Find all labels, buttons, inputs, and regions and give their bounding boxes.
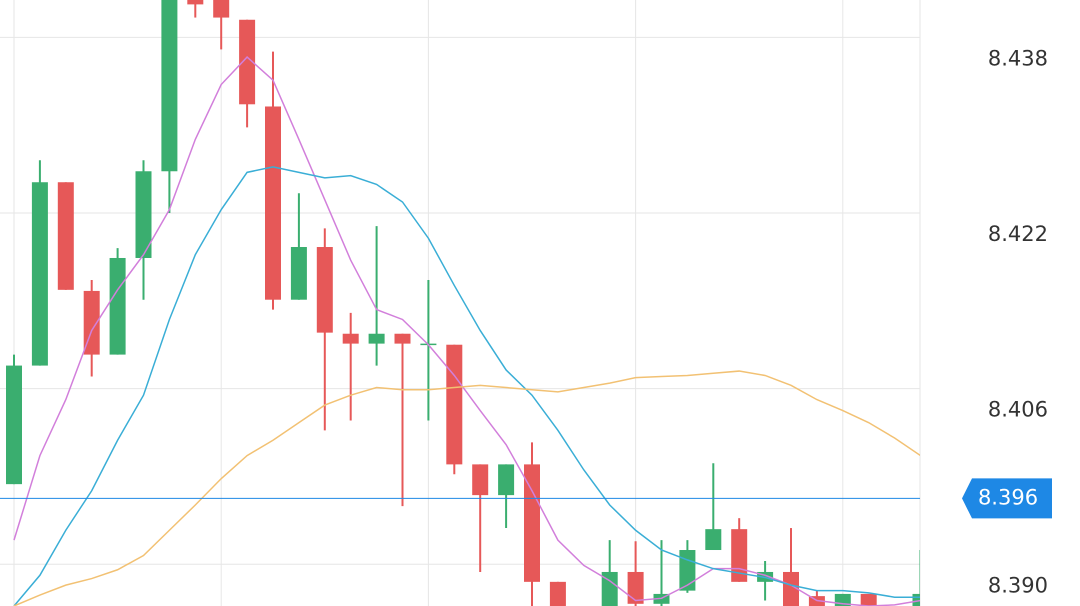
candle-body [135, 171, 152, 258]
candle-body [938, 583, 954, 593]
candle-body [316, 247, 333, 333]
candle-body [239, 19, 256, 105]
candle-body [446, 344, 463, 465]
candle-body [161, 0, 178, 172]
candle-body [31, 182, 48, 366]
y-tick-label: 8.438 [988, 46, 1048, 70]
moving-average-line [13, 166, 920, 606]
y-tick-label: 8.406 [988, 398, 1048, 422]
candle-body [705, 529, 722, 551]
candle-body [912, 593, 920, 606]
candle-body [213, 0, 230, 18]
candle-body [549, 581, 566, 606]
moving-average-line [13, 56, 920, 606]
candle-body [498, 464, 515, 496]
candle-body [394, 333, 411, 344]
candle-body [679, 550, 696, 591]
y-tick-label: 8.390 [988, 573, 1048, 597]
candle-body [290, 247, 307, 300]
moving-average-line [13, 370, 920, 606]
candle-body [627, 571, 644, 604]
candle-body [57, 182, 74, 290]
candle-body [342, 333, 359, 344]
candle-body [964, 519, 980, 582]
candle-body [601, 571, 618, 606]
candle-body [860, 593, 877, 606]
candle-body [83, 290, 100, 355]
candle-body [187, 0, 204, 5]
grid [0, 0, 921, 606]
candle-body [783, 571, 799, 606]
candle-body [524, 464, 540, 582]
last-price-tag [962, 478, 1052, 519]
candle-body [265, 106, 281, 300]
plot-area [0, 0, 980, 606]
candle-body [109, 257, 126, 355]
last-price-label: 8.396 [978, 485, 1038, 509]
candle-body [368, 333, 385, 344]
price-axis: 8.390 8.406 8.422 8.438 8.396 [962, 46, 1052, 597]
candle-body [472, 464, 489, 496]
candle-body [6, 365, 22, 485]
y-tick-label: 8.422 [988, 222, 1048, 246]
